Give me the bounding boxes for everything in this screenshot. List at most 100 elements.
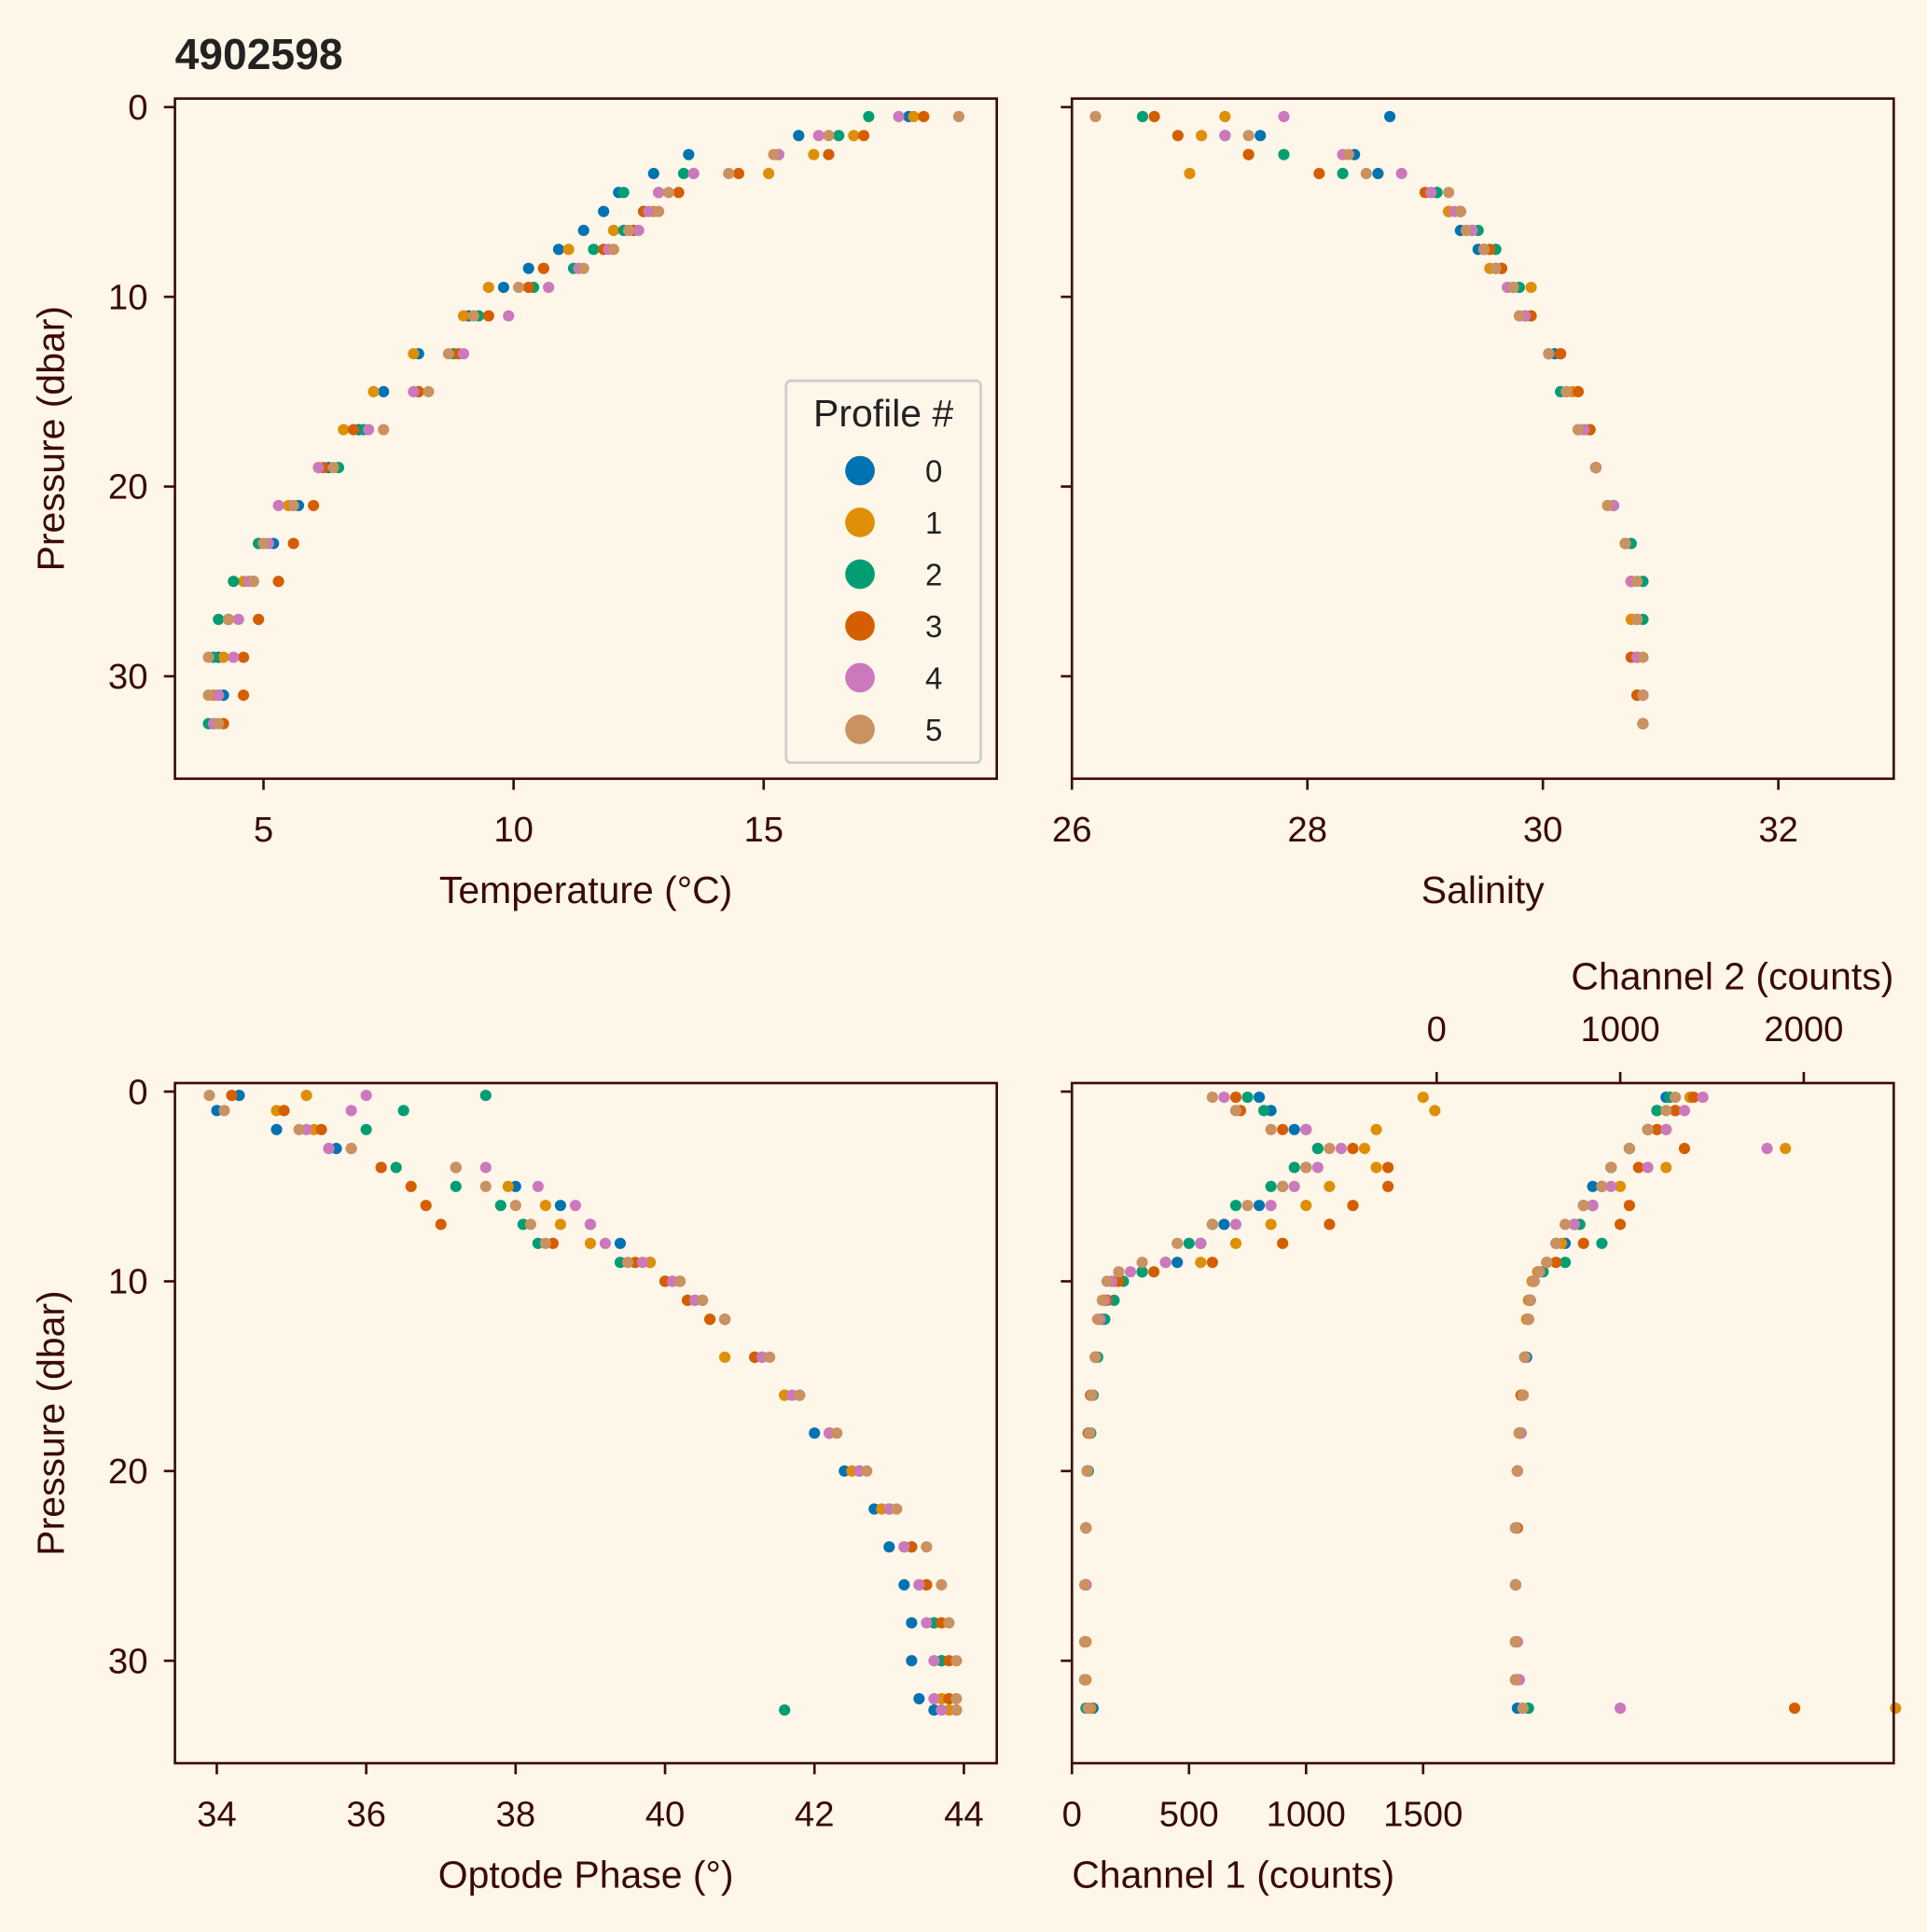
data-point <box>1324 1180 1336 1192</box>
data-point <box>794 1389 806 1401</box>
data-point <box>226 1090 238 1102</box>
data-point <box>1543 348 1555 360</box>
data-point <box>1206 1257 1218 1269</box>
y-tick-label: 0 <box>128 88 147 128</box>
data-point <box>763 167 775 180</box>
data-point <box>1555 348 1567 360</box>
data-point <box>704 1313 716 1326</box>
data-point <box>232 613 244 625</box>
data-point <box>1242 130 1255 142</box>
data-point <box>1171 1257 1184 1269</box>
data-point <box>614 1237 627 1249</box>
x2-tick-label: 2000 <box>1764 1009 1843 1049</box>
data-point <box>1601 499 1614 511</box>
data-point <box>1219 110 1231 123</box>
data-point <box>1219 130 1231 142</box>
data-point <box>1443 187 1455 199</box>
data-point <box>1347 1200 1359 1212</box>
y-tick-label: 20 <box>108 467 148 507</box>
data-point <box>1337 167 1349 180</box>
x-tick-label: 32 <box>1758 810 1798 850</box>
data-point <box>1288 1180 1300 1192</box>
data-point <box>1242 148 1255 160</box>
data-point <box>1642 1161 1654 1174</box>
x2-tick-label: 1000 <box>1580 1009 1659 1049</box>
data-point <box>1541 1257 1553 1269</box>
data-point <box>213 717 225 730</box>
data-point <box>1300 1200 1312 1212</box>
data-point <box>1518 1351 1531 1363</box>
data-point <box>1124 1266 1137 1278</box>
data-point <box>457 348 470 360</box>
data-point <box>898 1578 910 1591</box>
y-tick-label: 10 <box>108 277 148 317</box>
data-point <box>863 110 875 123</box>
data-point <box>1136 1257 1148 1269</box>
data-point <box>636 1257 649 1269</box>
data-point <box>1550 1257 1562 1269</box>
data-point <box>1382 1180 1394 1192</box>
data-point <box>1660 1161 1672 1174</box>
data-point <box>375 1161 387 1174</box>
y-tick-label: 30 <box>108 657 148 697</box>
data-point <box>1265 1200 1277 1212</box>
data-point <box>1687 1091 1699 1104</box>
data-point <box>270 1123 283 1135</box>
data-point <box>598 205 610 217</box>
data-point <box>315 1123 327 1135</box>
data-point <box>918 110 930 123</box>
data-point <box>697 1294 709 1306</box>
data-point <box>1577 1237 1589 1249</box>
data-point <box>1615 1218 1627 1230</box>
data-point <box>1490 262 1502 274</box>
data-point <box>524 1218 536 1230</box>
y-tick-label: 0 <box>128 1072 147 1112</box>
data-point <box>1517 1702 1529 1715</box>
data-point <box>1278 148 1290 160</box>
data-point <box>323 1143 335 1155</box>
data-point <box>764 1351 776 1363</box>
x-tick-label: 28 <box>1287 810 1327 850</box>
data-point <box>1277 1123 1289 1135</box>
data-point <box>662 187 674 199</box>
data-point <box>1660 1105 1672 1117</box>
legend-marker <box>845 455 875 486</box>
data-point <box>378 385 390 397</box>
data-point <box>906 1655 918 1667</box>
data-point <box>423 385 435 397</box>
data-point <box>327 462 340 474</box>
data-point <box>1347 1143 1359 1155</box>
data-point <box>1184 167 1196 180</box>
data-point <box>823 130 835 142</box>
data-point <box>360 1123 372 1135</box>
data-point <box>1511 1465 1523 1477</box>
data-point <box>672 187 685 199</box>
data-point <box>1229 1200 1242 1212</box>
data-point <box>479 1090 492 1102</box>
data-point <box>1183 1237 1195 1249</box>
legend-label: 3 <box>925 609 942 644</box>
data-point <box>1288 1123 1300 1135</box>
data-point <box>237 651 250 663</box>
data-point <box>405 1180 417 1192</box>
data-point <box>1429 1105 1441 1117</box>
data-point <box>599 1237 612 1249</box>
data-point <box>823 148 835 160</box>
data-point <box>1509 1578 1521 1591</box>
data-point <box>1382 1161 1394 1174</box>
legend-marker <box>845 611 875 641</box>
data-point <box>1370 1161 1382 1174</box>
data-point <box>502 1180 514 1192</box>
y-tick-label: 30 <box>108 1641 148 1681</box>
data-point <box>1651 1123 1663 1135</box>
data-point <box>779 1704 791 1717</box>
x-tick-label: 40 <box>645 1794 686 1834</box>
y-tick-label: 20 <box>108 1452 148 1492</box>
data-point <box>1550 1237 1562 1249</box>
data-point <box>1651 1105 1663 1117</box>
data-point <box>617 187 630 199</box>
data-point <box>1559 1257 1572 1269</box>
data-point <box>1089 1351 1102 1363</box>
data-point <box>653 187 665 199</box>
